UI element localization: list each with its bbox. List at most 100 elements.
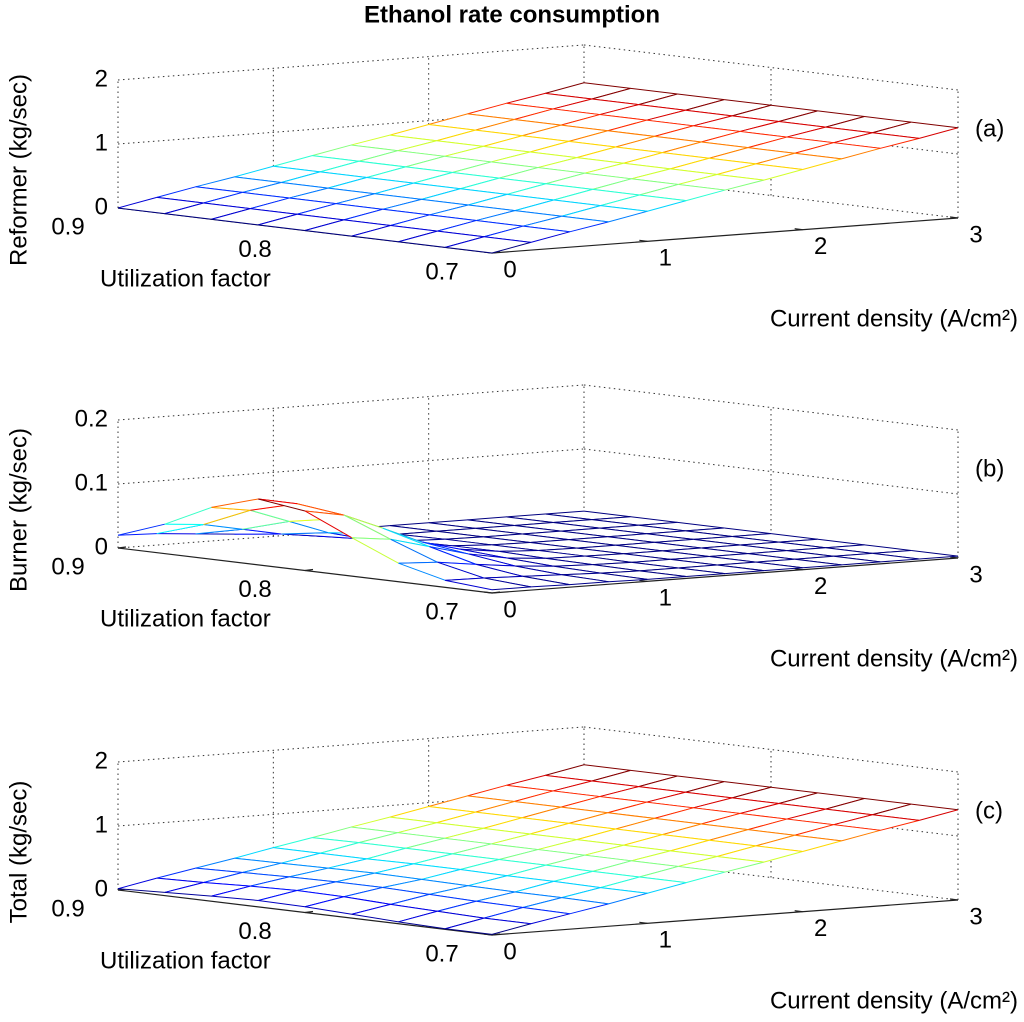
mesh-face <box>530 141 616 158</box>
mesh-edge <box>670 555 710 560</box>
mesh-edge <box>833 132 873 144</box>
mesh-edge <box>335 203 383 210</box>
mesh-edge <box>258 890 298 901</box>
mesh-edge <box>421 878 469 887</box>
mesh-face <box>491 542 577 551</box>
mesh-edge <box>460 548 508 559</box>
mesh-face <box>607 802 694 819</box>
mesh-edge <box>327 867 375 874</box>
mesh-edge <box>429 893 477 902</box>
mesh-face <box>320 842 406 859</box>
mesh-edge <box>623 550 663 555</box>
mesh-face <box>522 574 609 585</box>
x-tick-label: 1 <box>659 927 672 954</box>
mesh-edge <box>475 527 523 535</box>
mesh-face <box>522 216 609 232</box>
mesh-edge <box>429 204 469 216</box>
mesh-edge <box>390 903 438 912</box>
mesh-edge <box>350 144 398 152</box>
mesh-edge <box>911 121 959 129</box>
mesh-edge <box>445 579 493 591</box>
mesh-face <box>522 531 608 540</box>
mesh-face <box>468 553 554 567</box>
mesh-edge <box>599 524 639 529</box>
mesh-edge <box>678 855 718 867</box>
mesh-face <box>748 819 834 836</box>
mesh-edge <box>911 549 959 557</box>
mesh-edge <box>429 214 477 222</box>
mesh-edge <box>405 837 445 849</box>
mesh-face <box>281 171 367 189</box>
x-tick-label: 2 <box>814 573 827 600</box>
mesh-edge <box>350 816 390 828</box>
mesh-edge <box>483 577 531 588</box>
mesh-face <box>872 122 958 139</box>
mesh-edge <box>778 538 818 543</box>
mesh-face <box>444 536 531 545</box>
mesh-face <box>397 822 484 839</box>
mesh-edge <box>398 562 446 581</box>
mesh-edge <box>397 822 437 834</box>
mesh-edge <box>802 564 842 569</box>
mesh-edge <box>678 865 726 873</box>
mesh-face <box>545 556 632 565</box>
mesh-edge <box>117 888 165 893</box>
mesh-edge <box>709 556 756 563</box>
mesh-face <box>584 845 671 861</box>
mesh-edge <box>686 871 726 884</box>
mesh-edge <box>631 558 671 563</box>
mesh-face <box>685 99 771 116</box>
mesh-edge <box>833 824 881 831</box>
mesh-face <box>366 166 453 184</box>
mesh-edge <box>476 220 523 227</box>
mesh-edge <box>747 136 787 149</box>
mesh-face <box>506 775 592 791</box>
mesh-edge <box>117 207 165 215</box>
mesh-face <box>118 878 204 893</box>
mesh-face <box>499 167 585 184</box>
mesh-edge <box>499 859 546 866</box>
mesh-edge <box>358 150 398 162</box>
mesh-face <box>553 98 639 115</box>
mesh-face <box>615 542 702 551</box>
mesh-face <box>833 553 920 562</box>
mesh-edge <box>312 837 359 844</box>
mesh-edge <box>880 558 920 563</box>
mesh-edge <box>444 827 484 839</box>
mesh-edge <box>398 230 438 243</box>
mesh-edge <box>405 847 453 855</box>
mesh-edge <box>398 561 438 564</box>
mesh-edge <box>755 152 795 165</box>
mesh-edge <box>382 878 422 888</box>
mesh-edge <box>258 213 298 226</box>
mesh-edge <box>763 851 803 863</box>
x-tick-label: 3 <box>969 903 982 930</box>
mesh-face <box>351 537 438 564</box>
mesh-edge <box>312 144 352 157</box>
tick-mark <box>794 568 803 571</box>
mesh-face <box>452 843 538 860</box>
mesh-edge <box>662 550 710 557</box>
mesh-edge <box>506 102 554 110</box>
mesh-edge <box>211 885 251 897</box>
mesh-face <box>522 125 608 142</box>
mesh-face <box>778 539 865 548</box>
mesh-edge <box>250 885 298 892</box>
mesh-edge <box>358 842 406 849</box>
mesh-face <box>195 176 282 193</box>
mesh-edge <box>398 241 446 248</box>
mesh-edge <box>460 859 500 870</box>
mesh-edge <box>755 834 795 847</box>
mesh-edge <box>475 119 515 131</box>
mesh-face <box>740 542 826 551</box>
mesh-edge <box>615 146 663 154</box>
mesh-edge <box>911 803 959 811</box>
mesh-edge <box>919 555 959 560</box>
mesh-edge <box>693 125 741 132</box>
mesh-edge <box>592 561 632 566</box>
mesh-edge <box>522 530 562 535</box>
mesh-edge <box>817 110 865 118</box>
mesh-face <box>545 511 631 520</box>
mesh-face <box>468 875 554 892</box>
mesh-edge <box>678 173 718 185</box>
